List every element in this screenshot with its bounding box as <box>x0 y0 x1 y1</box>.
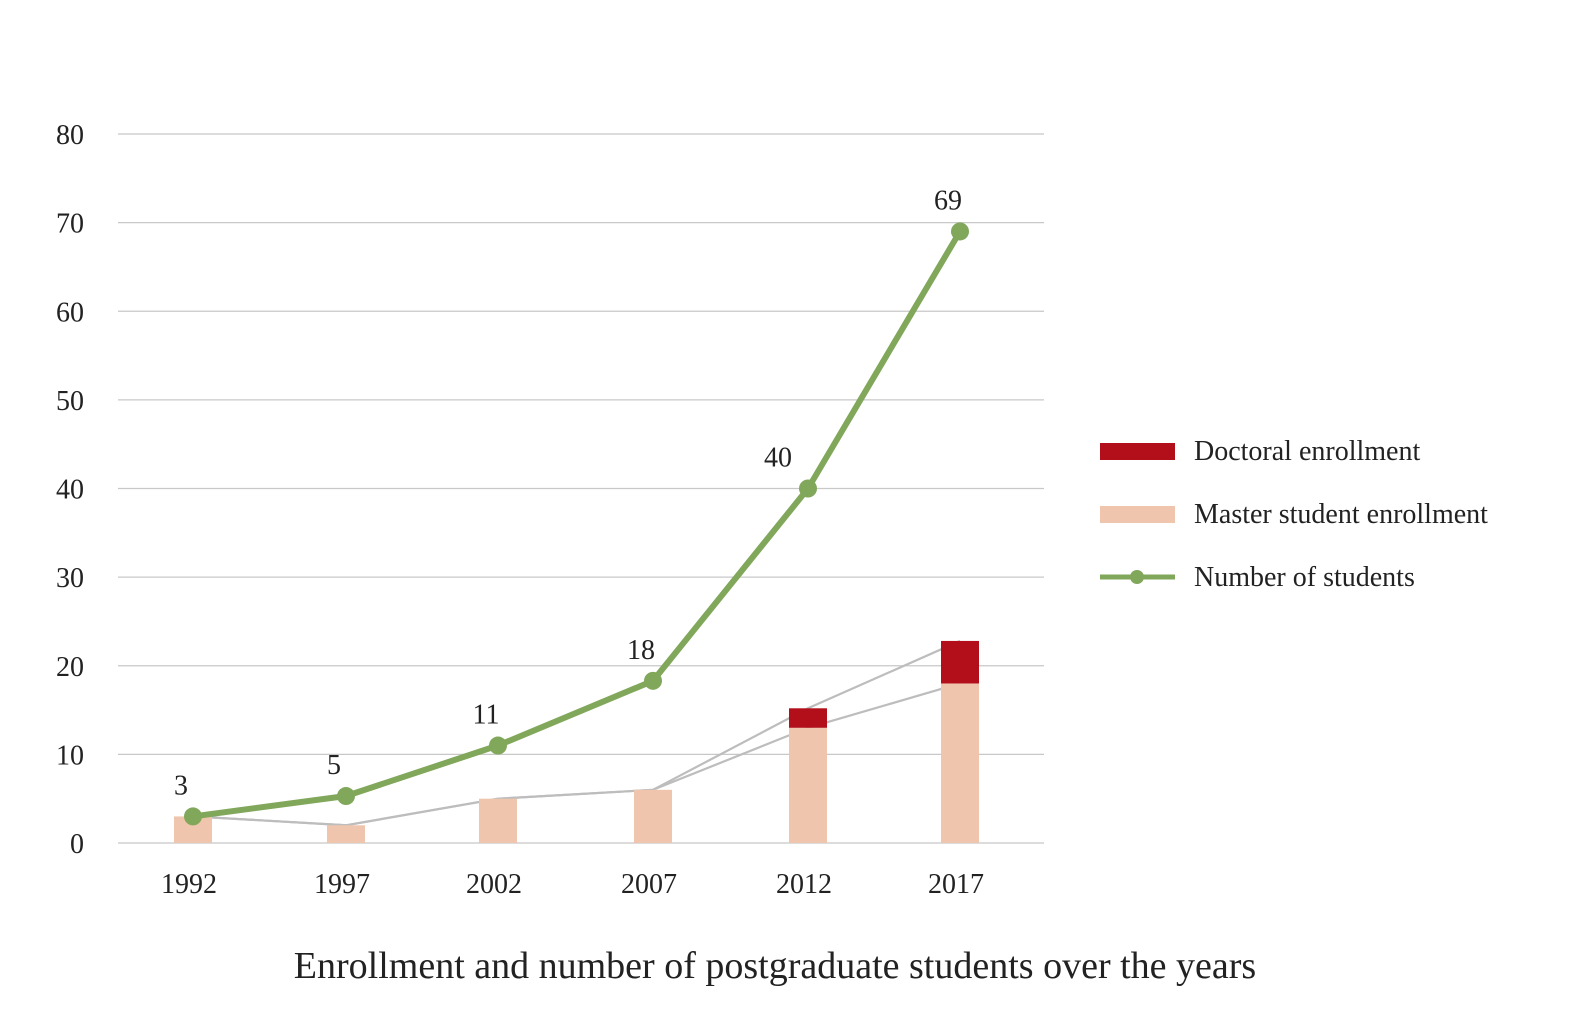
y-axis-ticks: 0 10 20 30 40 50 60 70 80 <box>56 120 84 860</box>
line-series: 3 5 11 18 40 69 <box>174 185 969 826</box>
y-tick-label: 80 <box>56 120 84 151</box>
legend-item: Doctoral enrollment <box>1100 436 1420 467</box>
legend: Doctoral enrollment Master student enroll… <box>1100 436 1488 593</box>
x-tick-label: 1992 <box>161 869 217 900</box>
bar-connectors <box>192 639 961 827</box>
doctoral-bar <box>789 708 827 728</box>
legend-label: Number of students <box>1194 562 1415 593</box>
legend-item: Number of students <box>1100 562 1415 593</box>
students-data-label: 5 <box>327 750 341 781</box>
students-point <box>644 671 662 690</box>
master-bar <box>789 727 827 843</box>
students-point <box>799 479 817 498</box>
legend-label: Master student enrollment <box>1194 499 1488 530</box>
students-data-label: 18 <box>627 635 655 666</box>
students-data-label: 40 <box>764 443 792 474</box>
y-tick-label: 50 <box>56 386 84 417</box>
students-point <box>184 807 202 826</box>
doctoral-bar <box>941 640 979 684</box>
x-tick-label: 2007 <box>621 869 677 900</box>
bars <box>174 640 979 843</box>
legend-marker <box>1130 570 1144 584</box>
y-tick-label: 40 <box>56 475 84 506</box>
gridlines <box>118 133 1044 844</box>
y-tick-label: 0 <box>70 829 84 860</box>
legend-swatch <box>1100 443 1175 460</box>
master-bar <box>327 825 365 843</box>
x-tick-label: 2002 <box>466 869 522 900</box>
legend-swatch <box>1100 506 1175 523</box>
students-data-label: 69 <box>934 185 962 216</box>
y-tick-label: 10 <box>56 740 84 771</box>
students-point <box>489 736 507 755</box>
y-tick-label: 20 <box>56 652 84 683</box>
students-data-label: 11 <box>473 700 500 731</box>
chart-title: Enrollment and number of postgraduate st… <box>294 945 1256 987</box>
students-point <box>337 787 355 806</box>
x-tick-label: 2017 <box>928 869 984 900</box>
master-bar <box>634 789 672 843</box>
x-tick-label: 1997 <box>314 869 370 900</box>
x-tick-label: 2012 <box>776 869 832 900</box>
master-bar <box>479 798 517 843</box>
y-tick-label: 60 <box>56 297 84 328</box>
students-point <box>951 222 969 241</box>
total-connector-line <box>192 639 961 827</box>
legend-item: Master student enrollment <box>1100 499 1488 530</box>
y-tick-label: 30 <box>56 563 84 594</box>
master-bar <box>941 683 979 843</box>
students-line <box>190 228 963 820</box>
students-data-label: 3 <box>174 770 188 801</box>
y-tick-label: 70 <box>56 209 84 240</box>
x-axis-ticks: 1992 1997 2002 2007 2012 2017 <box>161 869 984 900</box>
legend-label: Doctoral enrollment <box>1194 436 1420 467</box>
